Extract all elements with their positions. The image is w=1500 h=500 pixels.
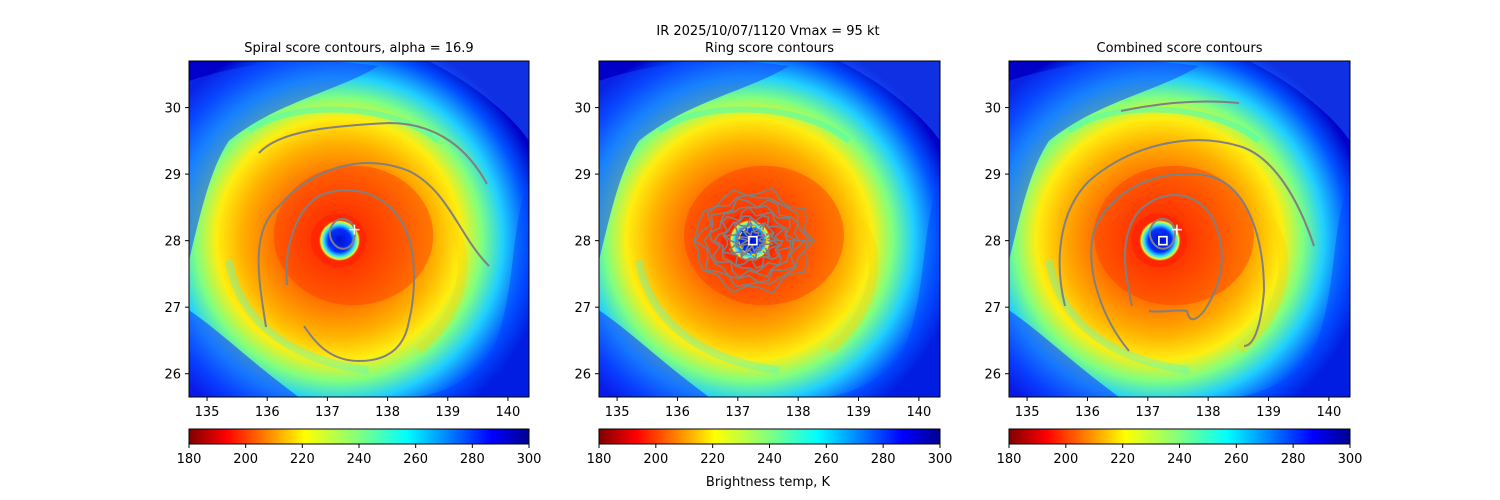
- y-tick-label: 29: [164, 168, 181, 183]
- x-tick-label: 136: [255, 405, 280, 420]
- colorbar-tick-label: 280: [871, 452, 896, 467]
- y-tick-label: 30: [984, 102, 1001, 117]
- x-tick-label: 139: [846, 405, 871, 420]
- axes-frame: [188, 60, 530, 398]
- contours: [693, 187, 817, 295]
- x-tick-label: 139: [1256, 405, 1281, 420]
- x-tick-label: 140: [496, 405, 521, 420]
- combined-contour: [1058, 139, 1315, 307]
- x-tick-label: 140: [906, 405, 931, 420]
- ring-contour: [708, 204, 798, 279]
- panel-title: Spiral score contours, alpha = 16.9: [244, 41, 473, 56]
- y-tick-label: 26: [574, 368, 591, 383]
- colorbar-tick-label: 260: [403, 452, 428, 467]
- combined-panel: Combined score contours 135 136 137 138 139 14…: [984, 41, 1362, 467]
- center-plus-marker: [1171, 224, 1182, 235]
- spiral-contour: [258, 121, 488, 185]
- y-tick-label: 27: [984, 301, 1001, 316]
- ring-contour: [693, 187, 817, 295]
- ring-contour: [721, 214, 786, 269]
- x-tick-label: 138: [786, 405, 811, 420]
- colorbar-tick-label: 240: [1167, 452, 1192, 467]
- colorbar-tick-label: 260: [1224, 452, 1249, 467]
- contours: [257, 121, 490, 363]
- combined-contour: [1090, 172, 1266, 352]
- spiral-contour: [328, 217, 356, 250]
- y-tick-label: 30: [164, 102, 181, 117]
- x-tick-label: 140: [1316, 405, 1341, 420]
- axes-frame: [1008, 60, 1351, 398]
- colorbar-tick-label: 300: [1338, 452, 1363, 467]
- x-tick-label: 137: [1135, 405, 1160, 420]
- colorbar-tick-label: 260: [814, 452, 839, 467]
- colorbar: [188, 428, 530, 445]
- ring-contour: [693, 194, 813, 288]
- center-plus-marker: [349, 224, 360, 235]
- colorbar-tick-label: 300: [517, 452, 542, 467]
- contours: [1058, 100, 1315, 352]
- colorbar-tick-label: 220: [700, 452, 725, 467]
- colorbar-tick-label: 180: [997, 452, 1022, 467]
- colorbar: [598, 428, 941, 445]
- ring-contour: [703, 197, 808, 283]
- colorbar-tick-label: 200: [1053, 452, 1078, 467]
- y-tick-label: 28: [984, 235, 1001, 250]
- ring-panel: Ring score contours 135 136 137 138 139 140 26 2…: [574, 41, 952, 467]
- colorbar-tick-label: 240: [347, 452, 372, 467]
- colorbar-tick-label: 200: [233, 452, 258, 467]
- axes-frame: [598, 60, 941, 398]
- x-tick-label: 135: [605, 405, 630, 420]
- x-tick-label: 137: [315, 405, 340, 420]
- y-tick-label: 28: [164, 235, 181, 250]
- ring-contour: [713, 205, 792, 273]
- colorbar-tick-label: 300: [928, 452, 953, 467]
- panel-title: Ring score contours: [705, 41, 834, 56]
- x-tick-label: 136: [1075, 405, 1100, 420]
- center-square-marker: [748, 235, 758, 246]
- y-tick-label: 27: [574, 301, 591, 316]
- suptitle: IR 2025/10/07/1120 Vmax = 95 kt: [656, 24, 879, 39]
- ring-contour-inner: [738, 226, 768, 256]
- x-tick-label: 139: [435, 405, 460, 420]
- y-tick-label: 26: [164, 368, 181, 383]
- panel-title: Combined score contours: [1097, 41, 1263, 56]
- y-tick-label: 29: [984, 168, 1001, 183]
- y-tick-label: 26: [984, 368, 1001, 383]
- combined-contour: [1120, 100, 1240, 112]
- spiral-contour: [285, 189, 415, 363]
- center-square-marker: [1158, 235, 1168, 246]
- y-tick-label: 28: [574, 235, 591, 250]
- colorbar-tick-label: 280: [460, 452, 485, 467]
- y-tick-label: 29: [574, 168, 591, 183]
- spiral-contour: [257, 162, 490, 328]
- x-tick-label: 135: [195, 405, 220, 420]
- x-tick-label: 135: [1015, 405, 1040, 420]
- colorbar-tick-label: 180: [177, 452, 202, 467]
- x-tick-label: 138: [1196, 405, 1221, 420]
- y-tick-label: 30: [574, 102, 591, 117]
- colorbar-label: Brightness temp, K: [706, 475, 831, 490]
- x-tick-label: 136: [665, 405, 690, 420]
- colorbar: [1008, 428, 1351, 445]
- colorbar-tick-label: 280: [1281, 452, 1306, 467]
- colorbar-tick-label: 200: [643, 452, 668, 467]
- combined-contour: [1124, 194, 1223, 321]
- x-tick-label: 138: [375, 405, 400, 420]
- colorbar-tick-label: 240: [757, 452, 782, 467]
- colorbar-tick-label: 220: [290, 452, 315, 467]
- ring-contour: [737, 230, 769, 253]
- y-tick-label: 27: [164, 301, 181, 316]
- combined-contour: [1148, 217, 1176, 250]
- x-tick-label: 137: [725, 405, 750, 420]
- colorbar-tick-label: 220: [1110, 452, 1135, 467]
- spiral-panel: Spiral score contours, alpha = 16.9 135 13…: [164, 41, 541, 467]
- colorbar-tick-label: 180: [587, 452, 612, 467]
